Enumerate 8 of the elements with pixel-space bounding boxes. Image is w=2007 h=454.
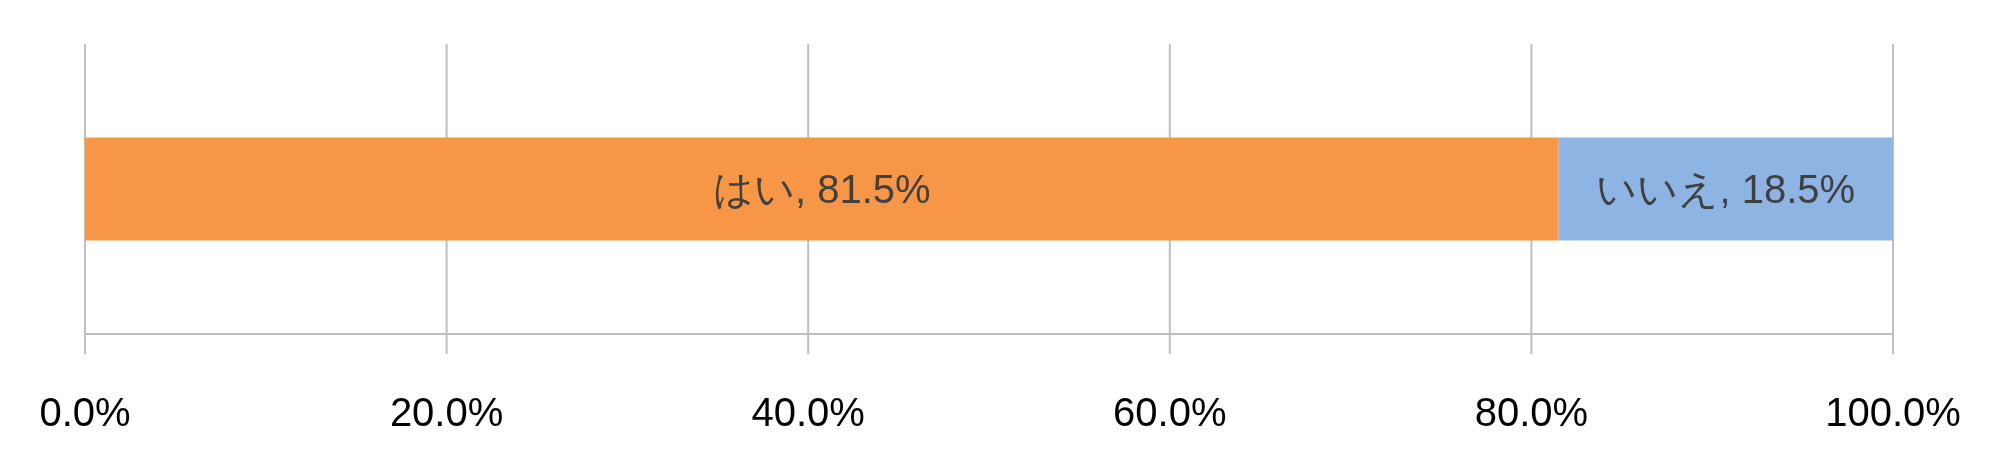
x-tick-label: 60.0% <box>1113 390 1227 434</box>
data-label: いいえ, 18.5% <box>1596 167 1856 211</box>
x-tick-label: 100.0% <box>1825 390 1961 434</box>
data-label: はい, 81.5% <box>712 167 931 211</box>
x-tick-label: 0.0% <box>39 390 131 434</box>
x-tick-label: 80.0% <box>1474 390 1589 434</box>
x-tick-label: 40.0% <box>751 390 865 434</box>
x-tick-label: 20.0% <box>389 390 504 434</box>
